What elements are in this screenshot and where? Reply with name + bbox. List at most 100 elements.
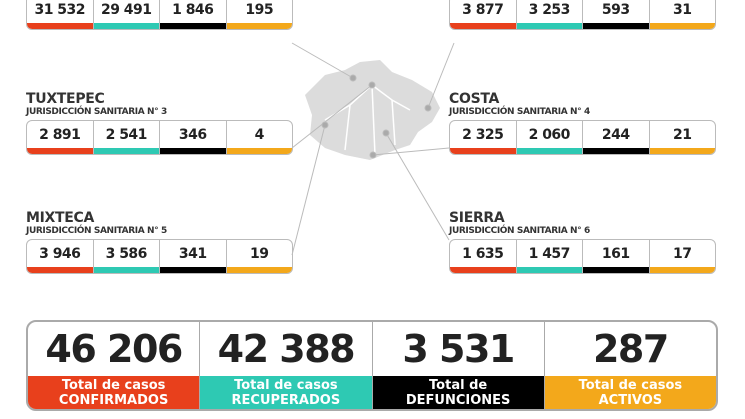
region-activos-value: 19	[250, 245, 269, 262]
region-activos-cell: 21	[649, 121, 715, 154]
total-confirmados-label: Total de casos CONFIRMADOS	[28, 376, 200, 409]
confirmados-color-bar	[450, 267, 516, 273]
region-activos-cell: 19	[226, 240, 292, 273]
total-confirmados: 46 206 Total de casos CONFIRMADOS	[28, 322, 201, 409]
region-jurisdiction: JURISDICCIÓN SANITARIA N° 3	[26, 107, 167, 117]
confirmados-color-bar	[27, 23, 93, 29]
confirmados-color-bar	[27, 148, 93, 154]
region-name: SIERRA	[449, 210, 505, 226]
region-name: TUXTEPEC	[26, 91, 105, 107]
activos-color-bar	[649, 23, 715, 29]
total-recuperados-value: 42 388	[217, 327, 356, 371]
label-line-1: Total de casos	[61, 377, 166, 393]
region-recuperados-value: 1 457	[528, 245, 571, 262]
region-defunciones-value: 161	[601, 245, 630, 262]
region-defunciones-value: 346	[178, 126, 207, 143]
region-defunciones-value: 341	[178, 245, 207, 262]
region-recuperados-cell: 1 457	[516, 240, 583, 273]
region-recuperados-cell: 2 541	[93, 121, 160, 154]
total-confirmados-value: 46 206	[45, 327, 183, 371]
region-defunciones-cell: 341	[160, 240, 227, 273]
total-recuperados-label: Total de casos RECUPERADOS	[200, 376, 372, 409]
recuperados-color-bar	[93, 148, 159, 154]
defunciones-color-bar	[160, 148, 226, 154]
defunciones-color-bar	[160, 23, 226, 29]
total-defunciones-label: Total de DEFUNCIONES	[372, 376, 544, 409]
region-activos-cell: 17	[649, 240, 715, 273]
region-activos-value: 4	[254, 126, 265, 143]
recuperados-color-bar	[516, 23, 582, 29]
region-defunciones-cell: 346	[160, 121, 227, 154]
total-defunciones: 3 531 Total de DEFUNCIONES	[372, 322, 545, 409]
region-jurisdiction: JURISDICCIÓN SANITARIA N° 5	[26, 226, 167, 236]
confirmados-color-bar	[450, 23, 516, 29]
region-confirmados-value: 3 877	[462, 1, 504, 18]
region-recuperados-cell: 3 586	[93, 240, 160, 273]
region-confirmados-cell: 2 891	[27, 121, 94, 154]
region-confirmados-value: 1 635	[462, 245, 504, 262]
region-card: SIERRA JURISDICCIÓN SANITARIA N° 6 1 635 1…	[449, 211, 716, 274]
label-line-1: Total de casos	[234, 377, 338, 393]
region-name: MIXTECA	[26, 210, 95, 226]
recuperados-color-bar	[516, 267, 582, 273]
label-line-1: Total de casos	[578, 377, 683, 393]
region-recuperados-value: 3 253	[528, 1, 571, 18]
defunciones-color-bar	[583, 148, 649, 154]
label-line-2: CONFIRMADOS	[58, 392, 169, 408]
region-activos-cell: 4	[226, 121, 292, 154]
recuperados-color-bar	[93, 23, 159, 29]
region-activos-value: 195	[245, 1, 274, 18]
region-confirmados-value: 2 891	[39, 126, 81, 143]
label-line-2: DEFUNCIONES	[405, 392, 511, 408]
region-activos-cell: 195	[226, 0, 292, 29]
region-activos-value: 31	[673, 1, 692, 18]
region-confirmados-cell: 3 877	[450, 0, 517, 29]
region-recuperados-value: 2 541	[105, 126, 148, 143]
region-card: MIXTECA JURISDICCIÓN SANITARIA N° 5 3 946…	[26, 211, 293, 274]
region-confirmados-cell: 1 635	[450, 240, 517, 273]
defunciones-color-bar	[583, 267, 649, 273]
region-defunciones-cell: 1 846	[160, 0, 227, 29]
region-confirmados-cell: 3 946	[27, 240, 94, 273]
region-recuperados-value: 29 491	[100, 1, 152, 18]
activos-color-bar	[226, 267, 292, 273]
region-defunciones-value: 1 846	[172, 1, 214, 18]
region-recuperados-value: 3 586	[105, 245, 148, 262]
total-recuperados: 42 388 Total de casos RECUPERADOS	[200, 322, 373, 409]
activos-color-bar	[226, 148, 292, 154]
label-line-2: RECUPERADOS	[231, 392, 341, 408]
defunciones-color-bar	[160, 267, 226, 273]
region-defunciones-value: 593	[601, 1, 630, 18]
region-card: COSTA JURISDICCIÓN SANITARIA N° 4 2 325 2 …	[449, 92, 716, 155]
total-activos: 287 Total de casos ACTIVOS	[544, 322, 716, 409]
recuperados-color-bar	[516, 148, 582, 154]
region-confirmados-value: 3 946	[39, 245, 81, 262]
region-defunciones-cell: 593	[583, 0, 650, 29]
region-activos-value: 17	[673, 245, 692, 262]
region-card: TUXTEPEC JURISDICCIÓN SANITARIA N° 3 2 89…	[26, 92, 293, 155]
total-defunciones-value: 3 531	[402, 327, 515, 371]
region-defunciones-value: 244	[601, 126, 630, 143]
region-defunciones-cell: 161	[583, 240, 650, 273]
region-name: COSTA	[449, 91, 500, 107]
region-recuperados-cell: 3 253	[516, 0, 583, 29]
region-jurisdiction: JURISDICCIÓN SANITARIA N° 4	[449, 107, 590, 117]
region-jurisdiction: JURISDICCIÓN SANITARIA N° 6	[449, 226, 590, 236]
region-confirmados-value: 2 325	[462, 126, 504, 143]
region-confirmados-cell: 31 532	[27, 0, 94, 29]
region-confirmados-value: 31 532	[34, 1, 86, 18]
region-recuperados-value: 2 060	[528, 126, 571, 143]
total-activos-label: Total de casos ACTIVOS	[544, 376, 716, 409]
region-recuperados-cell: 2 060	[516, 121, 583, 154]
totals-panel: 46 206 Total de casos CONFIRMADOS 42 388 Tot…	[26, 320, 718, 411]
region-confirmados-cell: 2 325	[450, 121, 517, 154]
label-line-1: Total de	[429, 377, 488, 393]
region-recuperados-cell: 29 491	[93, 0, 160, 29]
region-activos-value: 21	[673, 126, 692, 143]
activos-color-bar	[649, 267, 715, 273]
confirmados-color-bar	[450, 148, 516, 154]
activos-color-bar	[649, 148, 715, 154]
